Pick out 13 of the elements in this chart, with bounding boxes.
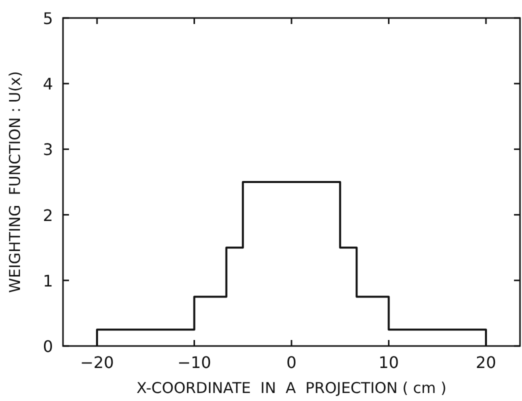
x-axis-title: X-COORDINATE IN A PROJECTION ( cm ) bbox=[136, 379, 447, 397]
y-axis-title: WEIGHTING FUNCTION : U(x) bbox=[6, 71, 24, 293]
x-tick-label: 10 bbox=[378, 353, 399, 372]
x-tick-label: −10 bbox=[177, 353, 212, 372]
x-tick-label: 0 bbox=[286, 353, 297, 372]
y-tick-label: 2 bbox=[42, 206, 53, 225]
y-tick-label: 5 bbox=[42, 9, 53, 28]
y-tick-label: 4 bbox=[42, 74, 53, 94]
x-tick-label: 20 bbox=[476, 353, 496, 372]
y-tick-label: 3 bbox=[42, 140, 53, 160]
y-tick-label: 1 bbox=[42, 271, 53, 290]
x-tick-label: −20 bbox=[80, 353, 114, 372]
y-tick-label: 0 bbox=[42, 337, 53, 356]
